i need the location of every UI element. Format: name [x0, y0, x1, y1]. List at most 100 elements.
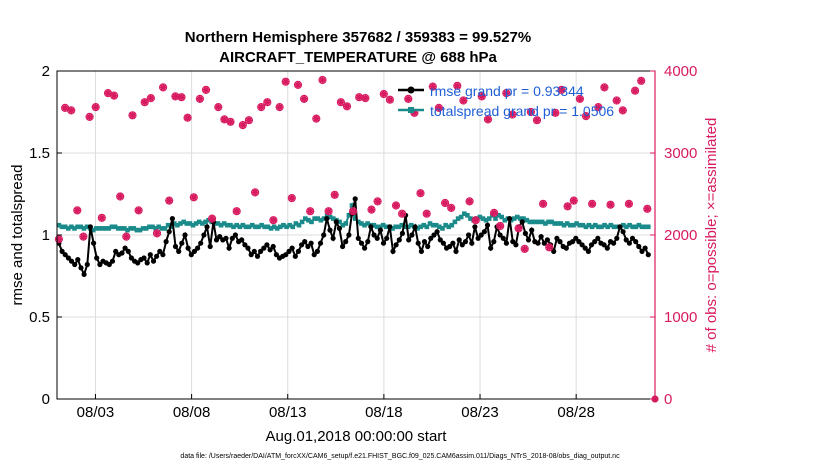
data-point	[535, 240, 541, 246]
data-point	[169, 216, 175, 222]
obs-assim-stroke	[595, 103, 602, 111]
obs-assim-stroke	[625, 200, 633, 208]
obs-assim-stroke	[349, 208, 357, 215]
data-point	[529, 227, 535, 233]
data-point	[583, 224, 589, 230]
obs-possible-marker	[581, 112, 591, 121]
data-point	[69, 224, 74, 230]
data-point	[181, 219, 186, 225]
obs-point	[244, 116, 253, 125]
y-right-tick-label: 3000	[664, 145, 697, 162]
data-point	[507, 216, 513, 222]
obs-assim-stroke	[637, 77, 645, 85]
obs-assim-stroke	[98, 214, 106, 221]
data-point	[201, 232, 207, 238]
obs-assim-stroke	[515, 225, 522, 232]
data-point	[143, 226, 149, 231]
data-point	[253, 224, 258, 230]
data-point	[203, 219, 208, 225]
data-point	[568, 222, 573, 228]
obs-point	[251, 188, 260, 197]
data-point	[539, 219, 545, 225]
obs-assim-stroke	[104, 89, 112, 97]
obs-point	[594, 103, 603, 112]
obs-assim-stroke	[257, 103, 265, 111]
obs-possible-marker	[434, 103, 443, 113]
obs-possible-marker	[275, 103, 284, 112]
obs-assim-stroke	[123, 233, 130, 240]
data-point	[497, 232, 503, 238]
data-point	[75, 257, 81, 263]
obs-point	[581, 112, 591, 121]
data-point	[321, 216, 327, 221]
obs-assim-stroke	[570, 197, 577, 204]
data-point	[141, 255, 147, 261]
data-point	[346, 232, 352, 238]
data-point	[481, 229, 487, 235]
data-point	[270, 243, 276, 250]
obs-possible-marker	[244, 116, 253, 125]
obs-assim-stroke	[386, 96, 394, 103]
obs-assim-stroke	[92, 103, 99, 111]
data-point	[462, 211, 467, 216]
obs-assim-stroke	[153, 230, 161, 237]
data-point	[150, 224, 155, 230]
obs-possible-marker	[361, 94, 370, 103]
data-point	[636, 222, 642, 228]
y-tick-label: 0	[42, 391, 50, 408]
data-point	[579, 242, 585, 248]
obs-possible-marker	[637, 76, 646, 85]
data-point	[113, 248, 119, 254]
data-point	[204, 224, 210, 230]
obs-possible-marker	[502, 89, 511, 98]
obs-assim-stroke	[447, 204, 455, 212]
data-point	[633, 224, 639, 230]
y-axis-label: rmse and totalspread	[9, 165, 26, 306]
obs-point	[336, 98, 345, 107]
data-point	[518, 216, 523, 221]
x-axis-label: Aug.01,2018 00:00:00 start	[266, 428, 448, 445]
obs-point	[631, 86, 640, 95]
obs-possible-marker	[85, 112, 94, 122]
data-point	[483, 217, 489, 223]
data-point	[273, 252, 279, 258]
obs-possible-marker	[269, 216, 278, 225]
obs-possible-marker	[367, 205, 376, 214]
data-point	[327, 214, 333, 220]
data-point	[433, 222, 439, 228]
obs-assim-stroke	[613, 97, 620, 104]
obs-possible-marker	[428, 82, 437, 91]
data-point	[327, 227, 333, 233]
obs-assim-stroke	[417, 189, 424, 197]
obs-possible-marker	[189, 193, 198, 202]
obs-point	[330, 190, 339, 199]
obs-possible-marker	[477, 92, 486, 101]
data-point	[106, 261, 112, 268]
obs-point	[637, 76, 646, 85]
data-point	[409, 232, 415, 238]
data-point	[97, 226, 102, 231]
data-point	[576, 239, 582, 245]
obs-assim-stroke	[460, 97, 467, 104]
data-point	[311, 252, 317, 258]
obs-assim-stroke	[558, 86, 565, 94]
data-point	[115, 226, 121, 231]
obs-possible-marker	[416, 189, 425, 198]
obs-point	[385, 95, 394, 104]
obs-assim-stroke	[319, 76, 326, 84]
obs-possible-marker	[514, 224, 523, 233]
legend: rmse grand pr = 0.93344 totalspread gran…	[398, 83, 614, 119]
obs-point	[342, 102, 352, 111]
obs-point	[312, 114, 321, 123]
obs-assim-stroke	[294, 81, 302, 89]
data-point	[100, 226, 105, 231]
data-point	[292, 253, 298, 259]
obs-point	[122, 232, 131, 241]
obs-possible-marker	[152, 229, 162, 238]
obs-assim-stroke	[356, 94, 363, 101]
obs-assim-stroke	[435, 104, 443, 112]
data-point	[144, 260, 150, 266]
obs-assim-stroke	[343, 103, 351, 110]
obs-possible-marker	[165, 196, 174, 205]
data-point	[284, 224, 289, 230]
